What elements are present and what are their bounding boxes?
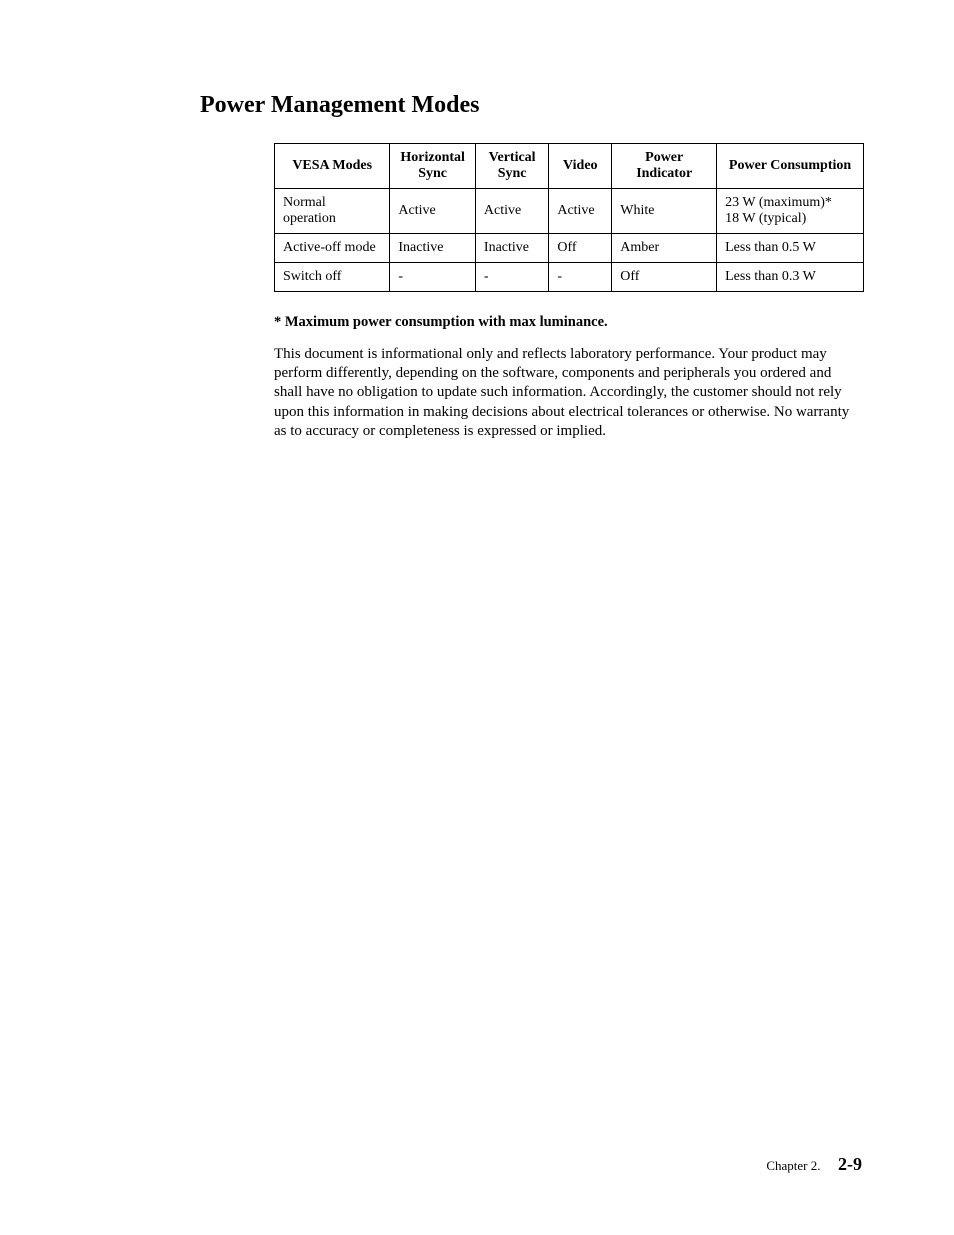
section-heading: Power Management Modes	[200, 92, 862, 119]
table-header: VESA Modes	[275, 144, 390, 189]
table-cell: Off	[612, 263, 717, 292]
table-header-row: VESA Modes Horizontal Sync Vertical Sync…	[275, 144, 864, 189]
table-cell: 23 W (maximum)*18 W (typical)	[717, 189, 864, 234]
body-paragraph: This document is informational only and …	[274, 345, 862, 441]
table-cell: Normal operation	[275, 189, 390, 234]
table-header: Power Indicator	[612, 144, 717, 189]
table-cell: Active	[475, 189, 548, 234]
table-cell: White	[612, 189, 717, 234]
table-cell: Active-off mode	[275, 234, 390, 263]
table-header: Horizontal Sync	[390, 144, 476, 189]
table-cell: Active	[390, 189, 476, 234]
table-header: Vertical Sync	[475, 144, 548, 189]
table-header: Video	[549, 144, 612, 189]
table-cell: Less than 0.3 W	[717, 263, 864, 292]
table-cell: Off	[549, 234, 612, 263]
table-cell: Switch off	[275, 263, 390, 292]
table-cell: -	[390, 263, 476, 292]
table-cell: -	[549, 263, 612, 292]
table-cell: Less than 0.5 W	[717, 234, 864, 263]
table-cell: Inactive	[475, 234, 548, 263]
table-cell: -	[475, 263, 548, 292]
table-cell: Amber	[612, 234, 717, 263]
table-row: Normal operation Active Active Active Wh…	[275, 189, 864, 234]
page-footer: Chapter 2. 2-9	[766, 1154, 862, 1175]
table-cell: Active	[549, 189, 612, 234]
table-cell: Inactive	[390, 234, 476, 263]
footnote-bold: * Maximum power consumption with max lum…	[274, 314, 862, 331]
table-header: Power Consumption	[717, 144, 864, 189]
table-row: Active-off mode Inactive Inactive Off Am…	[275, 234, 864, 263]
footer-chapter-label: Chapter 2.	[766, 1158, 820, 1173]
power-modes-table: VESA Modes Horizontal Sync Vertical Sync…	[274, 143, 864, 292]
table-row: Switch off - - - Off Less than 0.3 W	[275, 263, 864, 292]
footer-page-number: 2-9	[838, 1154, 862, 1174]
